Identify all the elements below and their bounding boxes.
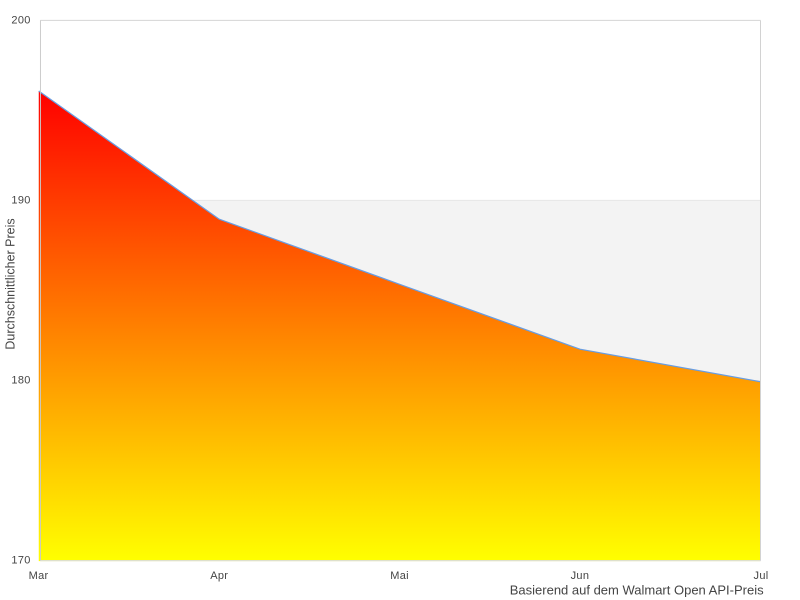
svg-text:Basierend auf dem Walmart Open: Basierend auf dem Walmart Open API-Preis [510,582,764,597]
svg-text:Apr: Apr [210,570,228,582]
svg-text:200: 200 [11,15,30,27]
svg-text:170: 170 [11,555,30,567]
svg-text:180: 180 [11,375,30,387]
svg-text:Jun: Jun [571,570,590,582]
svg-text:Mai: Mai [390,570,409,582]
svg-text:Mar: Mar [29,570,49,582]
svg-text:Jul: Jul [754,570,769,582]
svg-text:Durchschnittlicher Preis: Durchschnittlicher Preis [4,218,18,349]
svg-text:190: 190 [11,194,30,206]
